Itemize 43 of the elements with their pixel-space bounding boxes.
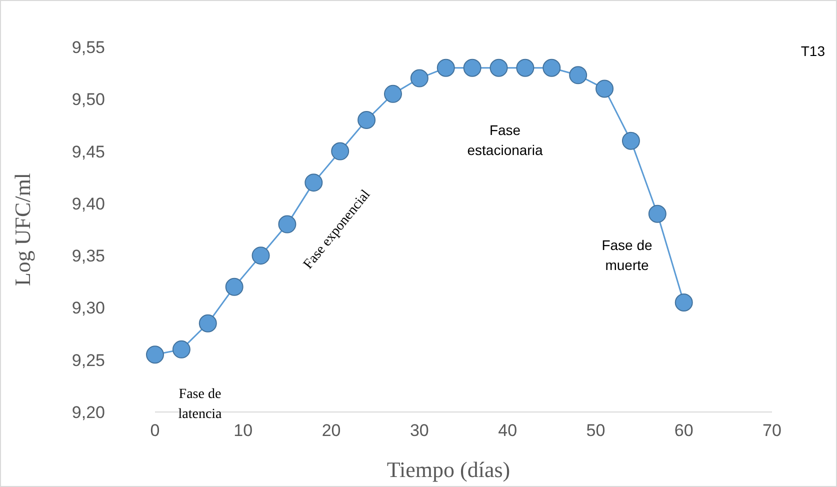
point: [384, 84, 402, 103]
point: [674, 294, 693, 312]
point: [490, 58, 508, 77]
text: T13: [800, 43, 826, 59]
point: [542, 58, 561, 77]
x-tick-label: 20: [322, 421, 341, 440]
point: [463, 58, 482, 77]
x-tick-label: 60: [674, 421, 694, 440]
y-tick-label: 9,45: [72, 142, 105, 162]
y-tick-label: 9,20: [72, 403, 105, 422]
point: [225, 278, 244, 296]
point: [146, 346, 164, 364]
point: [410, 69, 428, 88]
point: [569, 66, 588, 84]
x-tick-label: 70: [762, 421, 782, 440]
point: [358, 111, 376, 129]
point: [331, 142, 350, 160]
annotation: Fase de muerte: [602, 237, 653, 273]
point: [648, 204, 666, 223]
point: [198, 314, 217, 332]
point: [252, 246, 270, 265]
y-tick-label: 9,25: [72, 350, 105, 370]
point: [304, 174, 323, 192]
y-tick-label: 9,30: [72, 298, 105, 318]
y-tick-label: 9,35: [72, 246, 105, 266]
x-tick-label: 50: [586, 421, 606, 440]
annotation: Fase estacionaria: [467, 122, 543, 158]
annotation: Fase de latencia: [178, 387, 223, 422]
x-tick-label: 40: [498, 421, 518, 440]
point: [436, 58, 455, 77]
y-tick-label: 9,50: [72, 90, 105, 110]
y-tick-label: 9,40: [72, 194, 105, 214]
y-axis-title: Log UFC/ml: [10, 172, 35, 286]
point: [278, 215, 296, 234]
x-axis-title: Tiempo (días): [386, 457, 510, 482]
x-tick-label: 0: [150, 421, 160, 440]
x-tick-label: 30: [410, 421, 429, 440]
point: [172, 340, 190, 358]
x-tick-label: 10: [234, 421, 253, 440]
point: [596, 80, 614, 98]
point: [622, 132, 640, 150]
y-tick-label: 9,55: [72, 38, 105, 57]
point: [516, 58, 534, 77]
